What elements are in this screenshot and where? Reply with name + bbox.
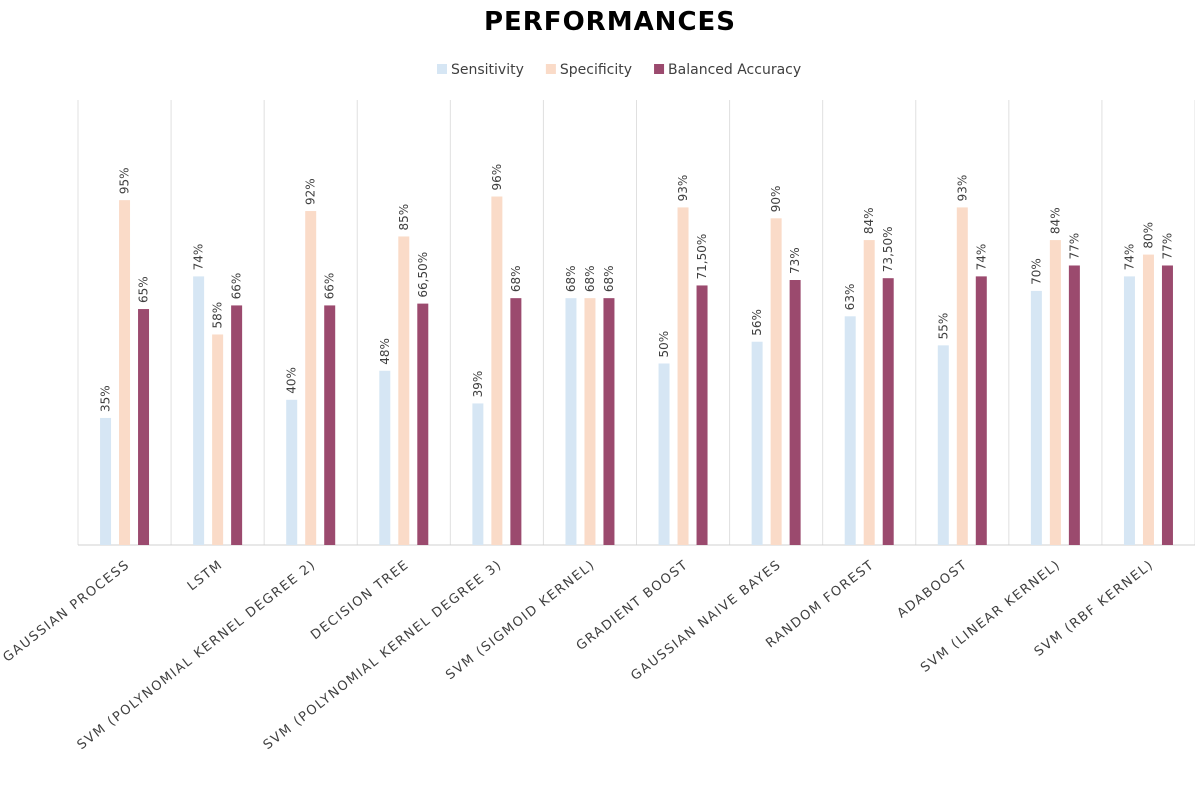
- x-tick-label: GAUSSIAN PROCESS: [0, 557, 133, 665]
- value-label: 93%: [676, 175, 690, 202]
- value-label: 55%: [936, 313, 950, 340]
- bar: [677, 207, 689, 545]
- value-label: 71,50%: [695, 234, 709, 280]
- value-label: 93%: [955, 175, 969, 202]
- bar: [584, 298, 596, 545]
- value-label: 68%: [564, 265, 578, 292]
- bar: [956, 207, 968, 545]
- value-label: 68%: [602, 265, 616, 292]
- value-label: 68%: [583, 265, 597, 292]
- value-label: 68%: [509, 265, 523, 292]
- bar: [324, 305, 336, 545]
- bar: [491, 196, 503, 545]
- bar: [119, 200, 131, 545]
- value-label: 85%: [397, 204, 411, 231]
- bar: [510, 298, 522, 545]
- bar: [863, 240, 875, 545]
- bar: [1123, 276, 1135, 545]
- bar: [603, 298, 615, 545]
- bar: [975, 276, 987, 545]
- value-label: 74%: [192, 244, 206, 271]
- bar: [1030, 290, 1042, 545]
- bar: [138, 309, 150, 545]
- bar: [193, 276, 205, 545]
- legend-label: Sensitivity: [451, 62, 524, 78]
- bar: [398, 236, 410, 545]
- bar: [305, 211, 317, 546]
- legend-label: Balanced Accuracy: [668, 62, 801, 78]
- legend-swatch: [437, 64, 447, 74]
- value-label: 65%: [137, 276, 151, 303]
- value-label: 84%: [862, 207, 876, 234]
- bar: [1049, 240, 1061, 545]
- legend-label: Specificity: [560, 62, 632, 78]
- value-label: 77%: [1067, 233, 1081, 260]
- value-label: 35%: [99, 385, 113, 412]
- bar: [379, 370, 391, 545]
- value-label: 92%: [304, 178, 318, 205]
- value-label: 74%: [1122, 244, 1136, 271]
- value-label: 58%: [211, 302, 225, 329]
- value-label: 63%: [843, 284, 857, 311]
- bar: [770, 218, 782, 546]
- value-label: 66,50%: [416, 252, 430, 298]
- bar: [286, 399, 298, 545]
- value-label: 66%: [323, 273, 337, 300]
- value-label: 77%: [1160, 233, 1174, 260]
- value-label: 39%: [471, 371, 485, 398]
- value-label: 50%: [657, 331, 671, 358]
- bar: [937, 345, 949, 545]
- value-label: 90%: [769, 186, 783, 213]
- bar: [844, 316, 856, 545]
- bar: [472, 403, 484, 545]
- bar: [696, 285, 708, 545]
- bar: [565, 298, 577, 545]
- bar: [1161, 265, 1173, 545]
- value-label: 84%: [1048, 207, 1062, 234]
- value-label: 48%: [378, 338, 392, 365]
- value-label: 66%: [230, 273, 244, 300]
- bar: [751, 341, 763, 545]
- bar: [100, 417, 112, 545]
- x-tick-label: SVM (SIGMOID KERNEL): [443, 557, 598, 683]
- bar: [658, 363, 670, 545]
- value-label: 56%: [750, 309, 764, 336]
- bar: [231, 305, 243, 545]
- value-label: 74%: [974, 244, 988, 271]
- value-label: 96%: [490, 164, 504, 191]
- x-tick-label: ADABOOST: [895, 557, 971, 621]
- bar: [789, 280, 801, 545]
- value-label: 40%: [285, 367, 299, 394]
- x-tick-label: GAUSSIAN NAIVE BAYES: [628, 557, 784, 684]
- value-label: 73%: [788, 247, 802, 274]
- bar: [212, 334, 224, 545]
- bar: [1142, 254, 1154, 545]
- bar: [417, 303, 429, 545]
- value-label: 70%: [1029, 258, 1043, 285]
- chart-title: PERFORMANCES: [484, 7, 736, 37]
- bar: [882, 278, 894, 545]
- legend-swatch: [545, 64, 556, 74]
- x-tick-label: LSTM: [185, 557, 226, 594]
- value-label: 80%: [1141, 222, 1155, 249]
- value-label: 95%: [118, 167, 132, 194]
- bar: [1068, 265, 1080, 545]
- x-tick-label: DECISION TREE: [308, 557, 412, 643]
- value-label: 73,50%: [881, 226, 895, 272]
- legend-swatch: [654, 64, 665, 74]
